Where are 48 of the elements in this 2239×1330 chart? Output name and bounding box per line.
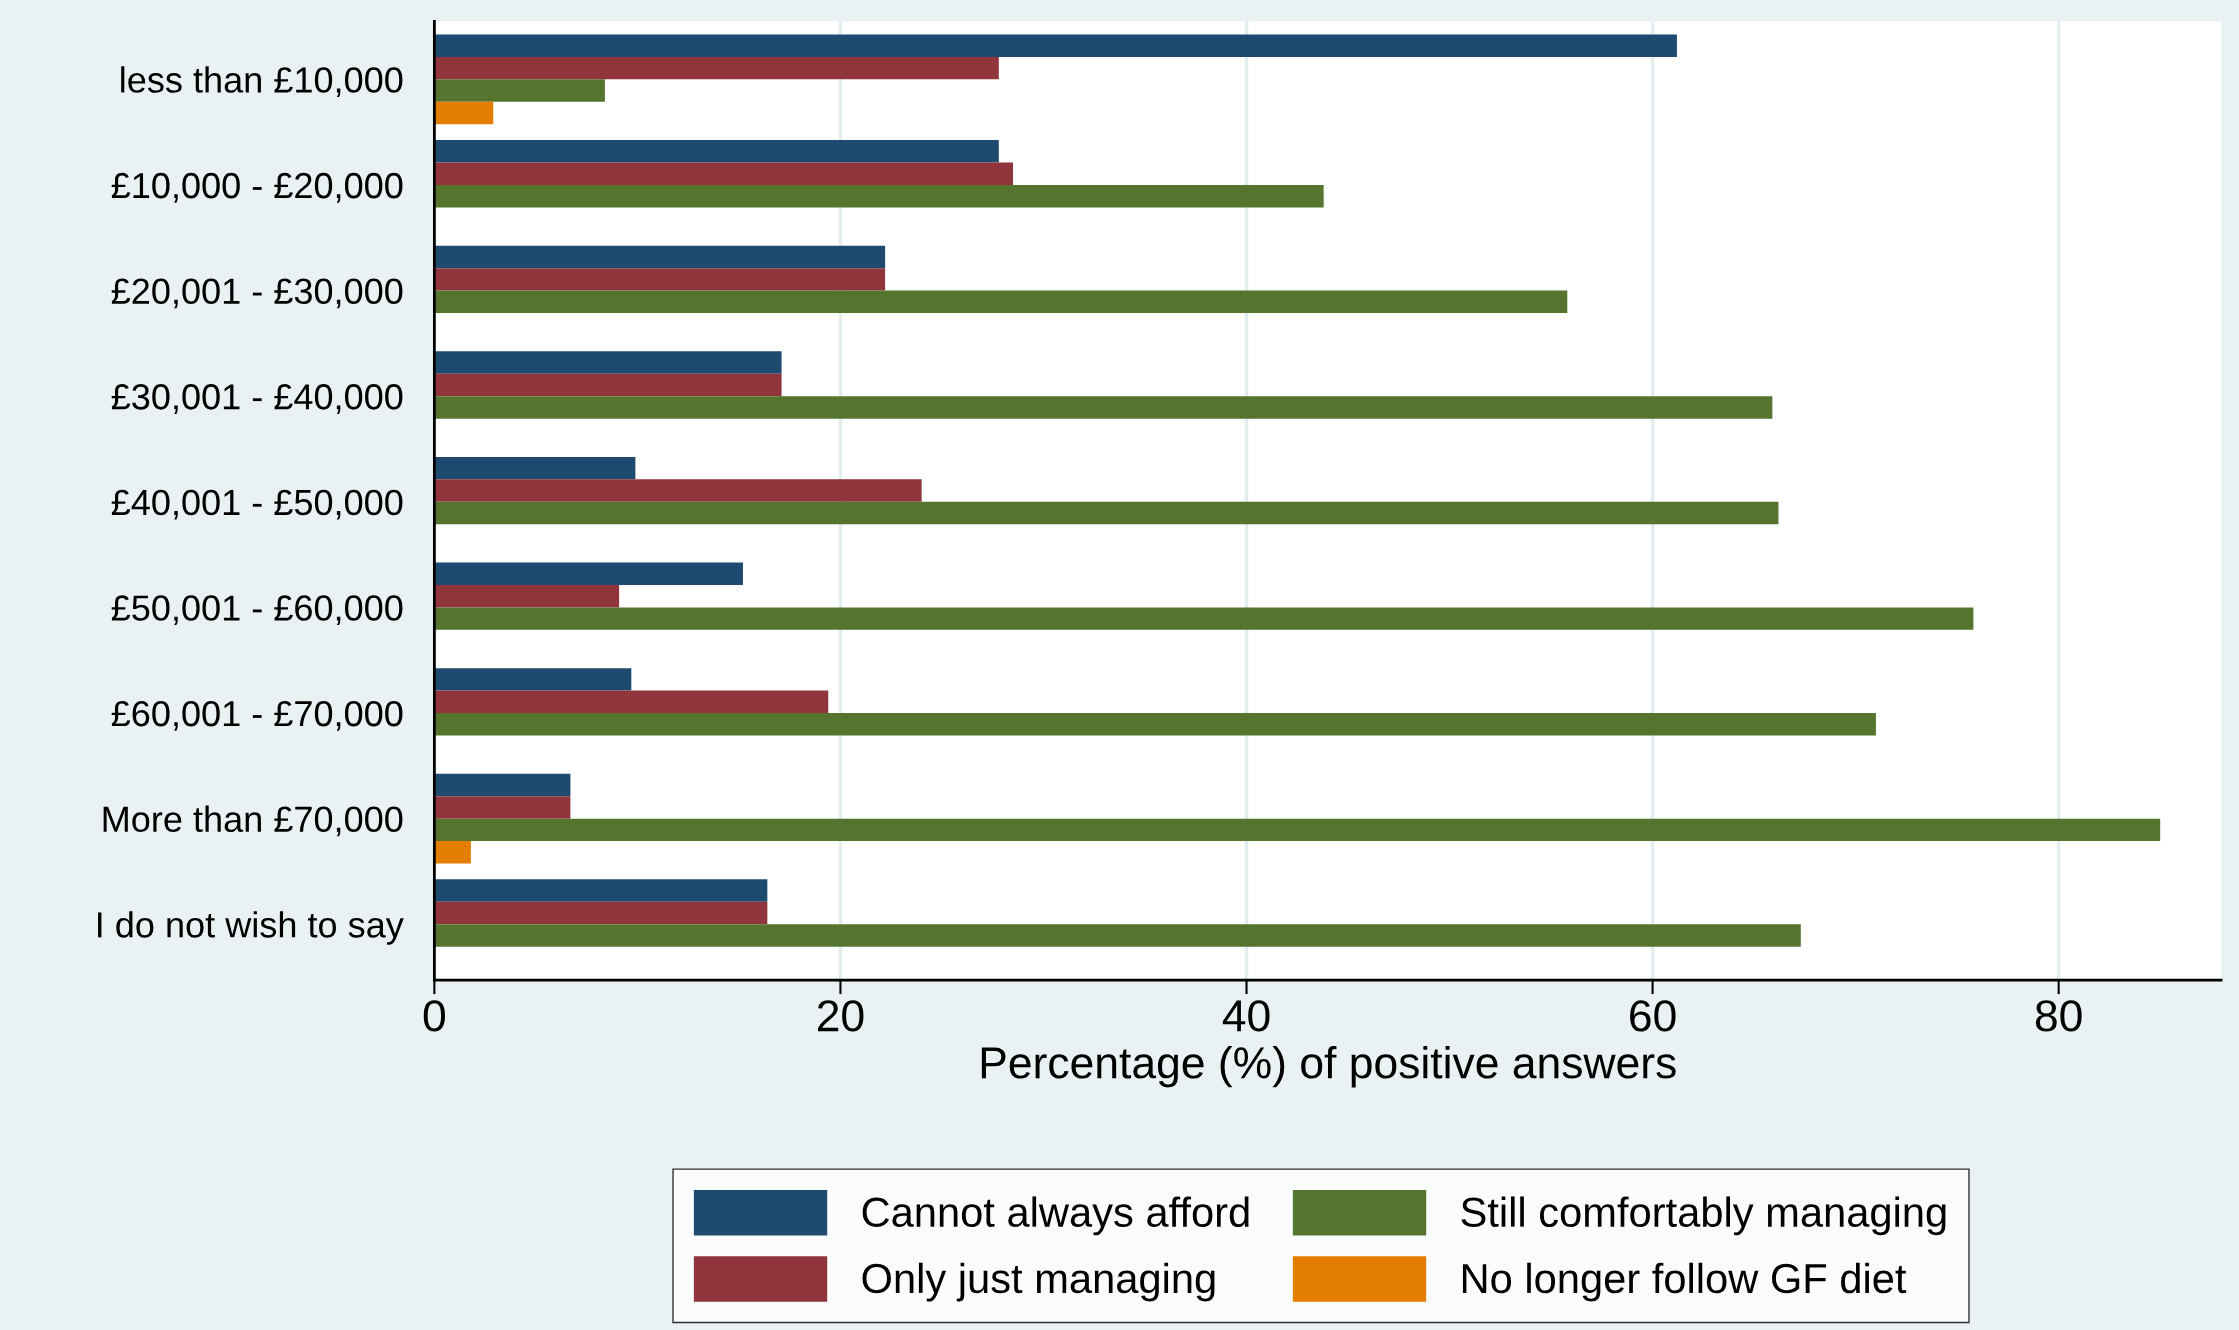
- bar: [434, 841, 471, 864]
- x-tick-label: 0: [423, 1000, 445, 1032]
- bar: [434, 140, 999, 163]
- x-tick-label: 60: [1630, 1000, 1676, 1032]
- bar: [434, 562, 743, 585]
- legend-label: Still comfortably managing: [1461, 1196, 1946, 1236]
- bar: [434, 584, 620, 608]
- bar: [434, 245, 886, 269]
- bar: [434, 501, 1779, 525]
- y-tick-label: £20,001 - £30,000: [111, 278, 403, 309]
- legend-label: No longer follow GF diet: [1462, 1262, 1907, 1302]
- legend-label: Only just managing: [862, 1262, 1215, 1302]
- bar: [434, 879, 768, 902]
- bar: [434, 34, 1677, 57]
- bar: [434, 773, 571, 797]
- bar: [434, 818, 2161, 842]
- bar: [434, 690, 829, 714]
- bar: [434, 290, 1568, 314]
- x-tick-label: 80: [2035, 1000, 2082, 1032]
- bar: [434, 268, 886, 291]
- bar: [434, 373, 782, 397]
- x-axis-title: Percentage (%) of positive answers: [981, 1045, 1676, 1088]
- bar: [434, 396, 1773, 419]
- bar: [434, 668, 632, 691]
- y-tick-label: £30,001 - £40,000: [111, 384, 403, 414]
- bar: [434, 924, 1801, 947]
- bar: [434, 101, 494, 125]
- bar: [434, 351, 782, 374]
- bar: [434, 184, 1324, 208]
- x-tick-label: 20: [817, 1000, 864, 1032]
- bar: [434, 162, 1014, 185]
- bar: [434, 56, 999, 80]
- y-tick-label: I do not wish to say: [98, 911, 404, 945]
- y-tick-label: £10,000 - £20,000: [111, 172, 403, 203]
- y-tick-label: less than £10,000: [121, 66, 403, 98]
- y-tick-label: £60,001 - £70,000: [111, 700, 403, 731]
- bar: [434, 901, 768, 925]
- y-tick-label: £50,001 - £60,000: [111, 595, 403, 626]
- y-tick-label: £40,001 - £50,000: [111, 489, 403, 520]
- bar: [434, 607, 1974, 630]
- x-tick-label: 40: [1222, 1000, 1270, 1032]
- bar: [434, 456, 636, 480]
- bar: [434, 713, 1876, 736]
- bar: [434, 79, 605, 102]
- y-tick-label: More than £70,000: [103, 805, 403, 837]
- legend-label: Cannot always afford: [862, 1196, 1249, 1236]
- bar: [434, 479, 922, 502]
- bar: [434, 796, 571, 819]
